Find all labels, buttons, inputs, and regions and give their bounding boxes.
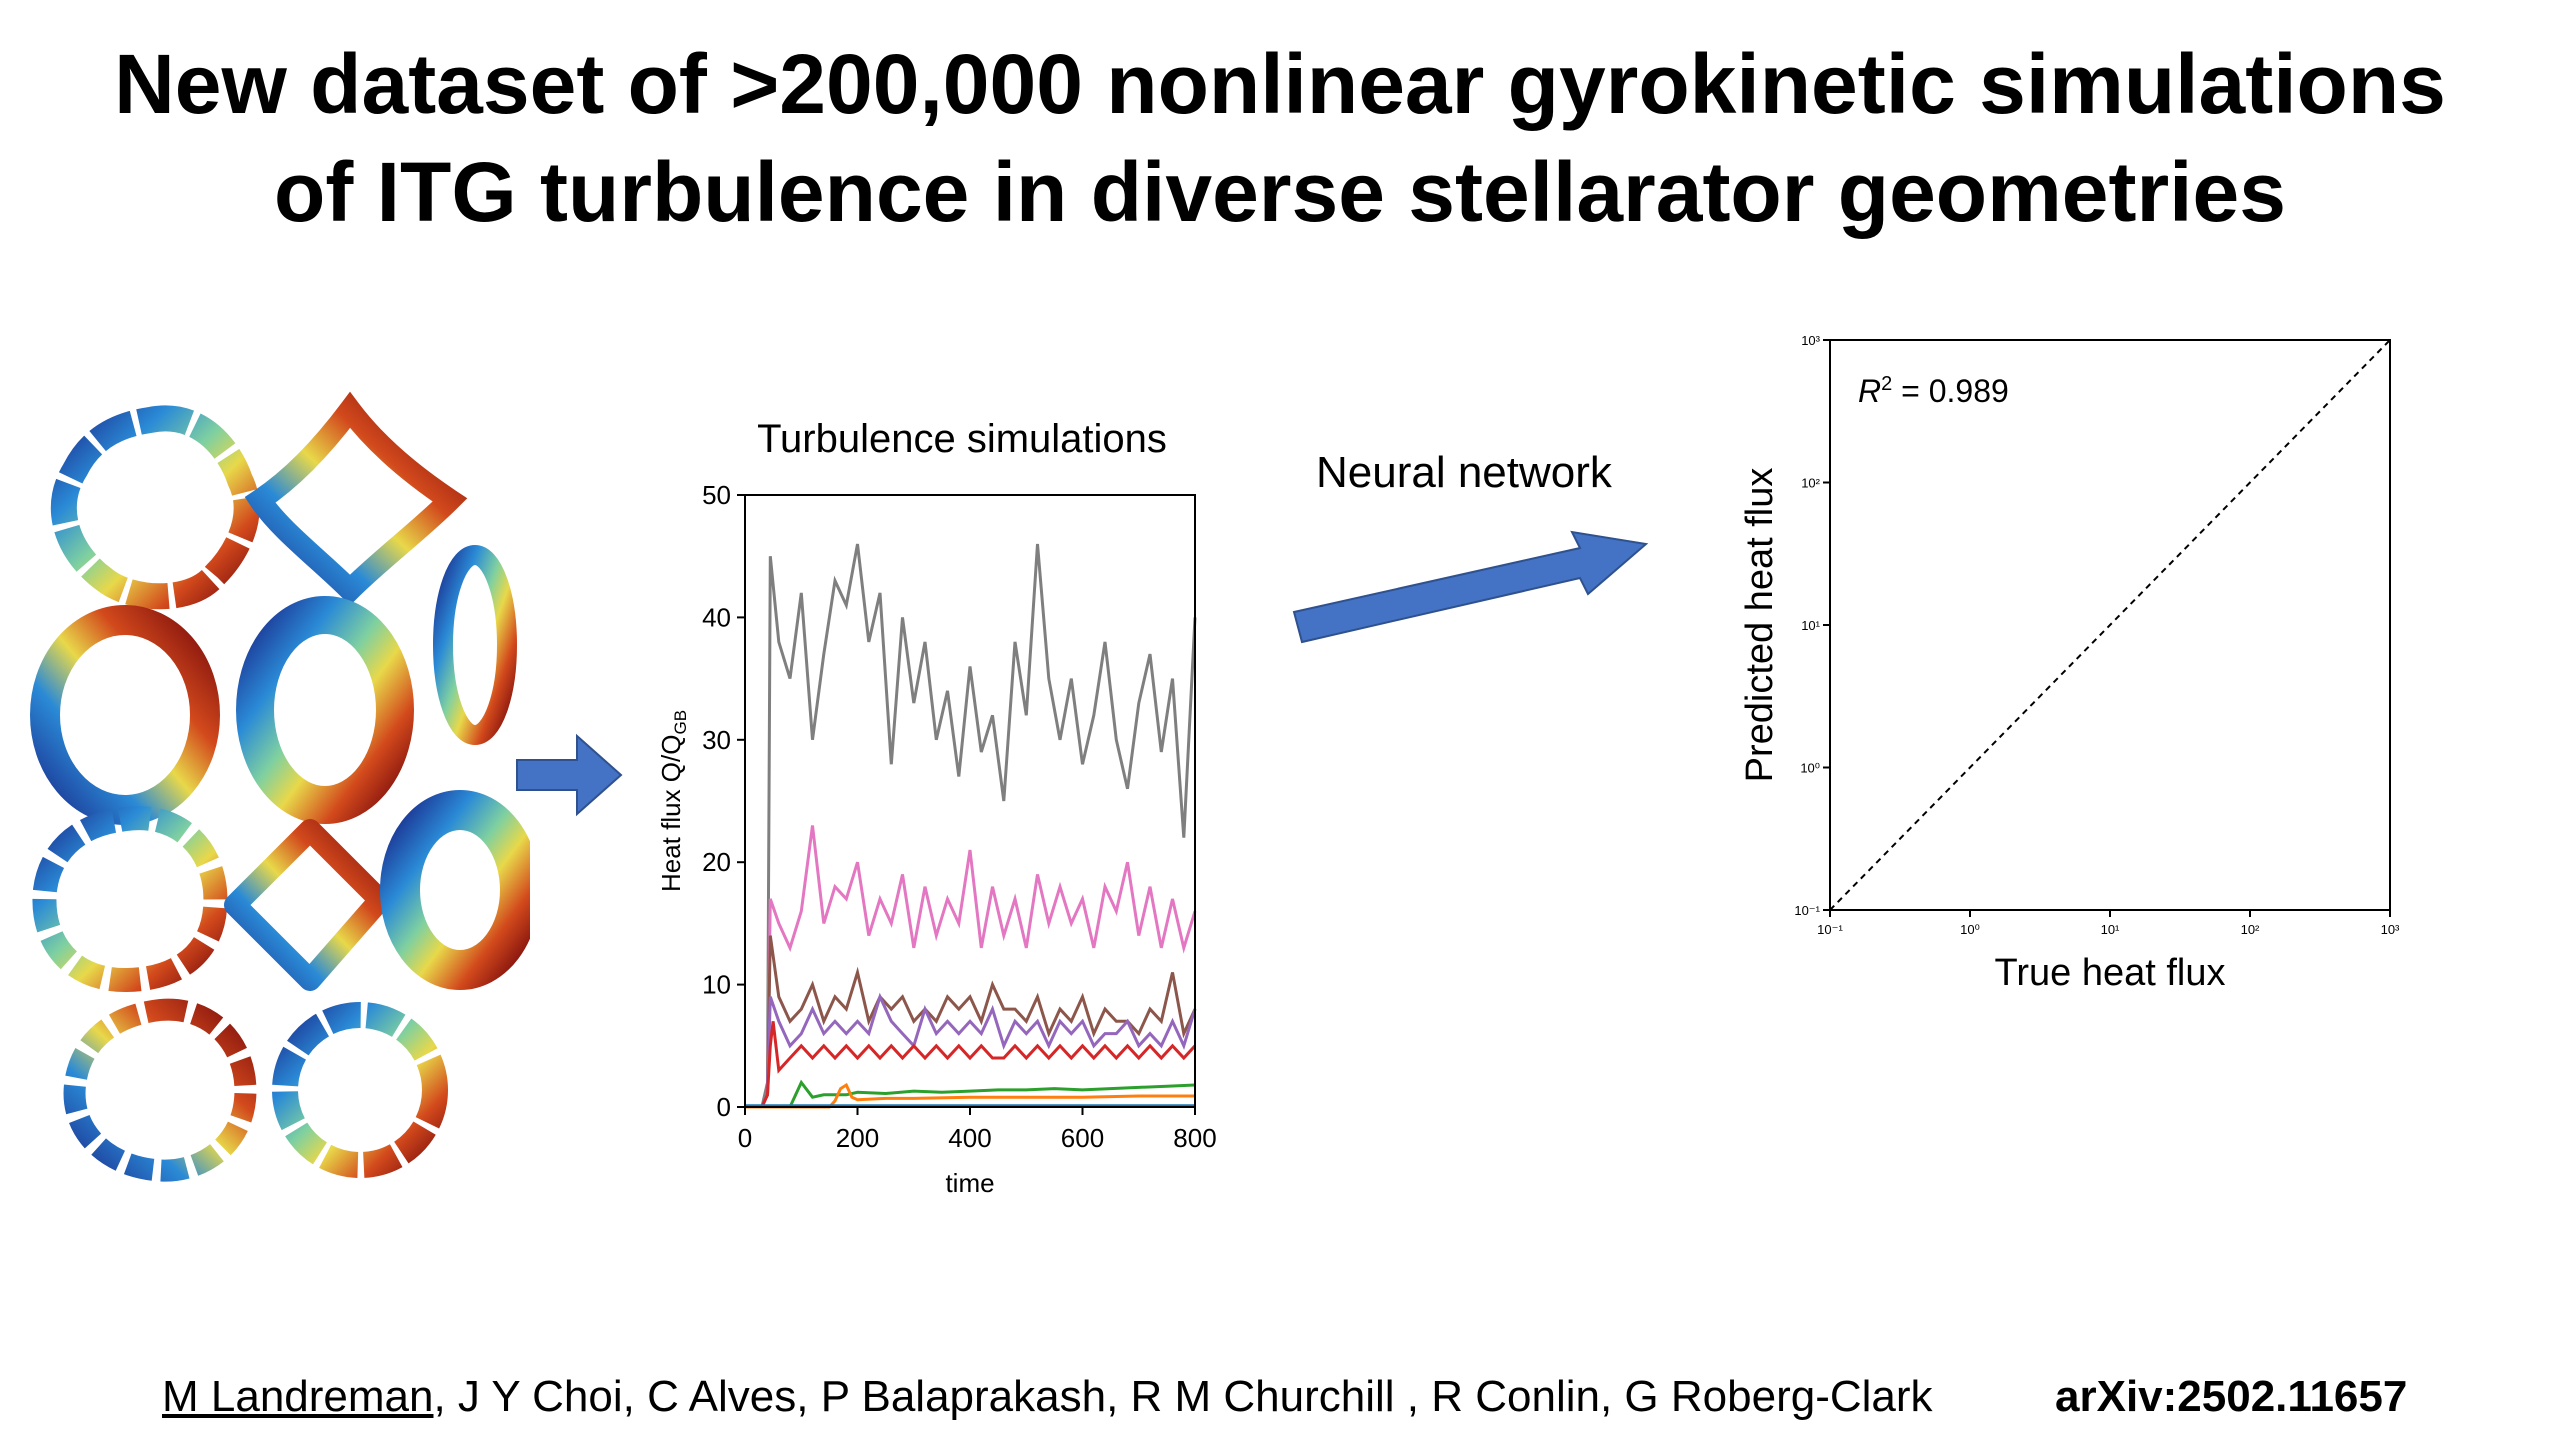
x-tick-label: 10¹ (2101, 922, 2120, 937)
x-tick-label: 0 (738, 1123, 752, 1153)
y-tick-label: 10⁻¹ (1794, 903, 1820, 918)
r2-value: = 0.989 (1892, 373, 2009, 409)
y-tick-label: 10 (702, 970, 731, 1000)
y-tick-label: 0 (717, 1092, 731, 1122)
series-line-1 (745, 825, 1197, 1109)
reference-line (1829, 339, 2391, 911)
author-list: M Landreman, J Y Choi, C Alves, P Balapr… (162, 1372, 1933, 1422)
y-tick-label: 40 (702, 602, 731, 632)
neural-network-arrow (1292, 530, 1649, 644)
geometry-2 (244, 391, 468, 606)
arxiv-id: arXiv:2502.11657 (2055, 1372, 2408, 1421)
series-line-5 (745, 1079, 1196, 1109)
y-tick-label: 50 (702, 480, 731, 510)
geometry-6 (32, 806, 228, 993)
parity-chart: 10⁻¹ 10⁰ 10¹ 10² 10³ 10⁻¹ 10⁰ 10¹ 10² 10³ R2 = 0.… (1739, 333, 2400, 994)
y-tick-label: 10⁰ (1800, 761, 1820, 776)
geometry-10 (272, 1002, 448, 1178)
series-line-6 (745, 1082, 1195, 1109)
geometry-7 (224, 819, 391, 991)
ticks-group: 0 200 400 600 800 0 10 20 30 40 50 (702, 480, 1217, 1153)
geometry-5 (236, 596, 414, 824)
title-line-2: of ITG turbulence in diverse stellarator… (274, 145, 2286, 239)
title-line-1: New dataset of >200,000 nonlinear gyroki… (114, 37, 2446, 131)
y-axis-label-main: Heat flux Q/Q (656, 735, 686, 893)
x-tick-label: 800 (1173, 1123, 1216, 1153)
series-group (745, 543, 1197, 1109)
y-tick-label: 10² (1801, 476, 1820, 491)
r2-annotation: R2 = 0.989 (1858, 373, 2009, 409)
neural-network-label: Neural network (1316, 448, 1612, 497)
x-tick-label: 600 (1061, 1123, 1104, 1153)
y-axis-label: Predicted heat flux (1739, 468, 1781, 783)
series-line-4 (745, 1021, 1197, 1109)
x-tick-label: 400 (948, 1123, 991, 1153)
x-tick-label: 10² (2241, 922, 2260, 937)
y-tick-label: 30 (702, 725, 731, 755)
x-axis-label: time (945, 1168, 994, 1198)
y-axis-label-sub: GB (671, 710, 690, 735)
first-author: M Landreman (162, 1372, 434, 1421)
y-axis-label: Heat flux Q/QGB (656, 710, 690, 892)
r2-superscript: 2 (1881, 373, 1892, 395)
arrow-to-simulations (516, 733, 623, 817)
plot-frame (744, 494, 1196, 1108)
slide-title: New dataset of >200,000 nonlinear gyroki… (0, 30, 2560, 246)
x-tick-label: 10⁻¹ (1817, 922, 1843, 937)
series-line-0 (745, 543, 1197, 1109)
series-line-3 (745, 992, 1197, 1109)
geometry-1 (50, 405, 260, 610)
stellarator-geometries-image (30, 391, 530, 1182)
arrow-shape (1292, 530, 1649, 644)
x-tick-label: 10⁰ (1960, 922, 1980, 937)
turbulence-chart: Turbulence simulations 0 200 400 600 800 0 10 2… (656, 417, 1217, 1198)
x-tick-label: 200 (836, 1123, 879, 1153)
y-tick-label: 20 (702, 847, 731, 877)
arrow-shape (516, 733, 623, 817)
ticks-group: 10⁻¹ 10⁰ 10¹ 10² 10³ 10⁻¹ 10⁰ 10¹ 10² 10³ (1794, 333, 2400, 937)
other-authors: , J Y Choi, C Alves, P Balaprakash, R M … (433, 1372, 1933, 1421)
geometry-3 (433, 545, 517, 745)
geometry-8 (380, 790, 530, 990)
x-axis-label: True heat flux (1995, 952, 2226, 994)
geometry-9 (63, 998, 257, 1182)
geometry-4 (30, 605, 220, 825)
r2-label: R (1858, 373, 1881, 409)
y-tick-label: 10¹ (1801, 618, 1820, 633)
series-line-2 (745, 935, 1197, 1109)
y-tick-label: 10³ (1801, 333, 1820, 348)
chart-title: Turbulence simulations (757, 417, 1167, 461)
x-tick-label: 10³ (2381, 922, 2400, 937)
